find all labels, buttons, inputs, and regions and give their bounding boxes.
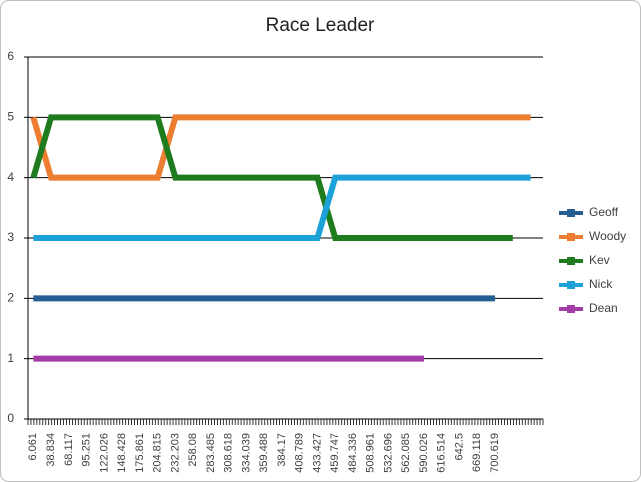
legend-label: Woody — [589, 229, 626, 243]
y-tick-label: 1 — [7, 351, 14, 365]
x-tick-label: 532.696 — [382, 433, 394, 473]
x-tick-label: 204.815 — [152, 433, 164, 473]
legend-label: Kev — [589, 253, 610, 267]
legend-marker — [567, 257, 575, 265]
x-tick-label: 38.834 — [45, 433, 57, 467]
legend-label: Nick — [589, 277, 613, 291]
x-tick-label: 700.619 — [489, 433, 501, 473]
x-tick-label: 408.789 — [294, 433, 306, 473]
x-tick-label: 484.336 — [347, 433, 359, 473]
x-tick-label: 334.039 — [240, 433, 252, 473]
y-tick-label: 0 — [7, 411, 14, 425]
x-tick-label: 308.618 — [223, 433, 235, 473]
x-tick-label: 283.485 — [205, 433, 217, 473]
x-tick-label: 669.118 — [471, 433, 483, 472]
series-line — [30, 114, 531, 181]
x-tick-label: 562.085 — [400, 433, 412, 473]
legend-label: Geoff — [589, 205, 619, 219]
legend-marker — [567, 233, 575, 241]
x-tick-label: 122.026 — [98, 433, 110, 473]
y-tick-label: 5 — [7, 110, 14, 124]
legend-marker — [567, 281, 575, 289]
x-tick-label: 433.427 — [311, 433, 323, 473]
x-tick-label: 642.5 — [453, 433, 465, 461]
series-line — [30, 114, 513, 241]
legend-marker — [567, 305, 575, 313]
x-tick-label: 459.747 — [329, 433, 341, 473]
y-tick-label: 3 — [7, 230, 14, 244]
x-tick-label: 590.026 — [418, 433, 430, 473]
legend-label: Dean — [589, 301, 618, 315]
x-tick-label: 95.251 — [81, 433, 93, 467]
y-tick-label: 6 — [7, 49, 14, 63]
y-tick-label: 4 — [7, 170, 14, 184]
x-tick-label: 6.061 — [27, 433, 39, 461]
x-tick-label: 175.861 — [134, 433, 146, 473]
x-tick-label: 508.961 — [365, 433, 377, 473]
x-tick-label: 384.17 — [276, 433, 288, 467]
x-tick-label: 148.428 — [116, 433, 128, 473]
series-line — [33, 174, 531, 241]
legend-marker — [567, 209, 575, 217]
x-tick-label: 232.203 — [169, 433, 181, 473]
x-tick-label: 616.514 — [436, 433, 448, 473]
x-tick-label: 359.488 — [258, 433, 270, 473]
x-tick-label: 68.117 — [63, 433, 75, 466]
x-tick-label: 258.08 — [187, 433, 199, 467]
y-tick-label: 2 — [7, 291, 14, 305]
chart-title: Race Leader — [266, 15, 375, 36]
